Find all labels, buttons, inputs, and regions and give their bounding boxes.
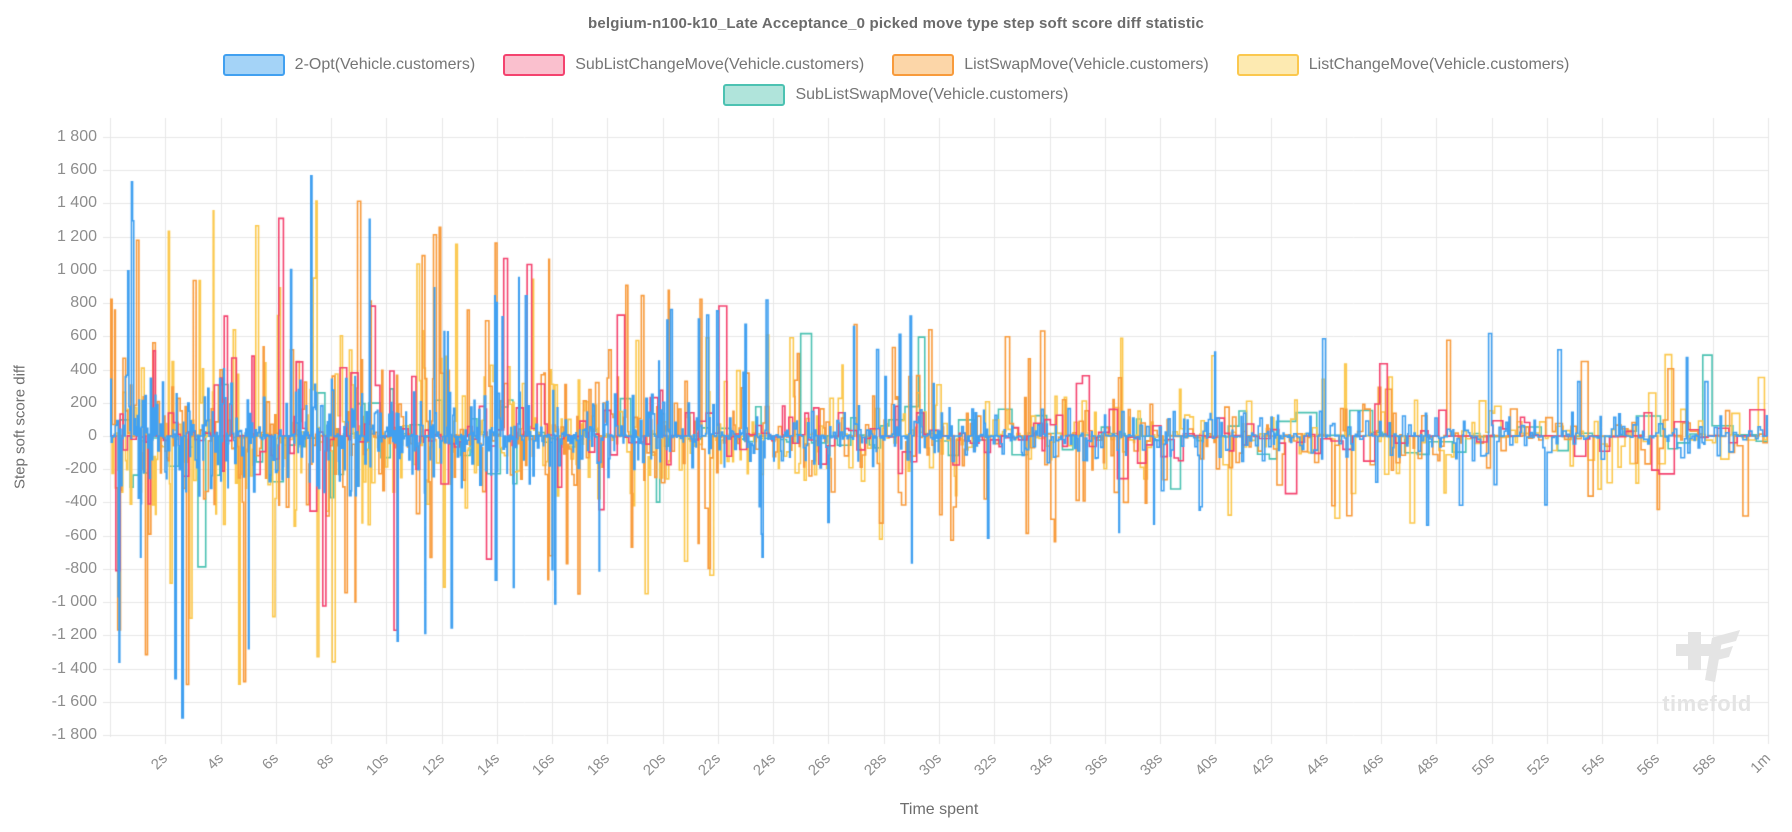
x-axis-title: Time spent [899,801,979,818]
y-axis-title: Step soft score diff [11,365,29,489]
